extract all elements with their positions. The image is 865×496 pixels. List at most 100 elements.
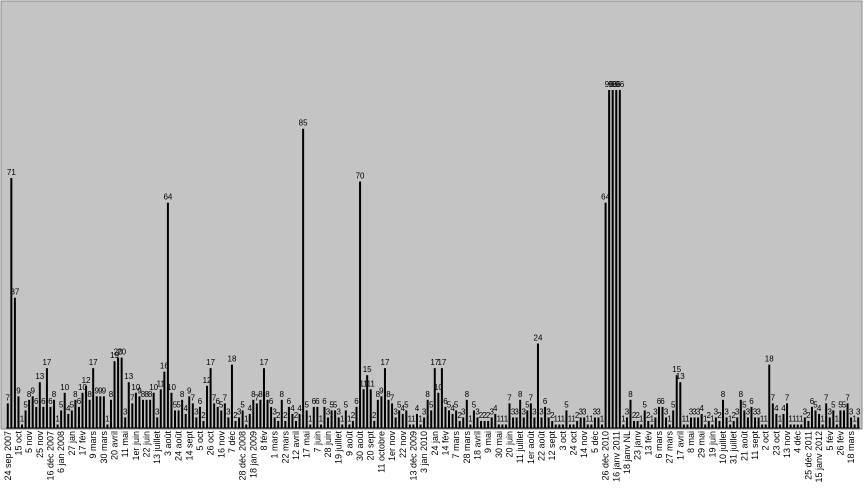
x-tick-label: 21 août <box>739 431 749 462</box>
value-label: 2 <box>201 411 206 420</box>
value-label: 64 <box>601 193 610 202</box>
bar <box>601 424 604 428</box>
bar <box>832 410 835 428</box>
value-label: 10 <box>149 383 158 392</box>
value-label: 1 <box>763 414 768 423</box>
value-label: 3 <box>194 407 199 416</box>
bar <box>665 417 668 428</box>
value-label: 6 <box>287 397 292 406</box>
x-tick-label: 22 août <box>537 431 547 462</box>
bar <box>853 424 856 428</box>
value-label: 17 <box>89 358 98 367</box>
bar <box>636 420 639 428</box>
x-tick-label: 5 oct <box>195 431 205 451</box>
value-label: 6 <box>443 397 448 406</box>
x-tick-label: 6 jan 2008 <box>56 431 66 473</box>
bar <box>383 368 386 428</box>
value-label: 5 <box>329 400 334 409</box>
value-label: 17 <box>430 358 439 367</box>
bar <box>49 406 52 428</box>
value-label: 10 <box>78 383 87 392</box>
bar <box>643 410 646 428</box>
value-label: 1 <box>835 414 840 423</box>
value-label: 1 <box>568 414 573 423</box>
bar <box>590 424 593 428</box>
value-label: 7 <box>507 393 512 402</box>
value-label: 13 <box>35 372 44 381</box>
bar <box>750 406 753 428</box>
bar <box>622 424 625 428</box>
value-label: 8 <box>109 390 114 399</box>
value-label: 3 <box>803 407 808 416</box>
value-label: 2 <box>457 411 462 420</box>
x-tick-label: 13 juillet <box>152 431 162 465</box>
x-tick-label: 12 sept <box>547 431 557 461</box>
bar <box>472 410 475 428</box>
bar <box>166 202 169 428</box>
bar <box>704 424 707 428</box>
bar <box>38 382 41 428</box>
x-tick-label: 5 déc <box>590 431 600 454</box>
value-label: 13 <box>124 372 133 381</box>
value-label: 17 <box>42 358 51 367</box>
value-label: 2 <box>717 411 722 420</box>
bar <box>309 424 312 428</box>
bar <box>497 424 500 428</box>
value-label: 8 <box>27 390 32 399</box>
value-label: 7 <box>529 393 534 402</box>
bar <box>42 406 45 428</box>
x-tick-label: 5 nov <box>24 431 34 454</box>
bar <box>60 410 63 428</box>
bar <box>707 420 710 428</box>
value-label: 96 <box>605 80 614 89</box>
bar <box>202 420 205 428</box>
value-label: 8 <box>518 390 523 399</box>
bar <box>494 413 497 428</box>
x-tick-label: 3 oct <box>558 431 568 451</box>
bar <box>99 396 102 428</box>
value-label: 5 <box>176 400 181 409</box>
x-tick-label: 29 mai <box>697 431 707 458</box>
bar <box>248 413 251 428</box>
bar <box>81 392 84 428</box>
value-label: 5 <box>333 400 338 409</box>
bar <box>298 413 301 428</box>
bar <box>796 424 799 428</box>
value-label: 7 <box>845 393 850 402</box>
value-label: 6 <box>77 397 82 406</box>
value-label: 17 <box>437 358 446 367</box>
bar <box>28 399 31 428</box>
x-tick-label: 8 mai <box>686 431 696 453</box>
bar <box>198 406 201 428</box>
value-label: 4 <box>699 404 704 413</box>
bar <box>551 420 554 428</box>
x-tick-label: 16 nov <box>216 431 226 459</box>
value-label: 5 <box>173 400 178 409</box>
value-label: 1 <box>408 414 413 423</box>
value-label: 12 <box>203 376 212 385</box>
bar <box>650 424 653 428</box>
value-label: 3 <box>237 407 242 416</box>
bar <box>504 424 507 428</box>
bar <box>376 399 379 428</box>
x-tick-label: 1er juin <box>131 431 141 461</box>
bar <box>661 406 664 428</box>
x-tick-label: 9 mars <box>88 431 98 459</box>
bar <box>391 403 394 428</box>
value-label: 7 <box>212 393 217 402</box>
x-tick-label: 9 août <box>344 431 354 457</box>
value-label: 8 <box>258 390 263 399</box>
bar <box>697 417 700 428</box>
bar <box>330 410 333 428</box>
bar <box>529 403 532 428</box>
value-label: 3 <box>593 407 598 416</box>
x-tick-label: 26 déc 2010 <box>601 431 611 481</box>
value-label: 13 <box>676 372 685 381</box>
bar <box>533 417 536 428</box>
bar <box>259 399 262 428</box>
bar <box>714 417 717 428</box>
value-label: 4 <box>817 404 822 413</box>
value-label: 5 <box>642 400 647 409</box>
bar <box>380 396 383 428</box>
x-tick-label: 7 mars <box>451 431 461 459</box>
